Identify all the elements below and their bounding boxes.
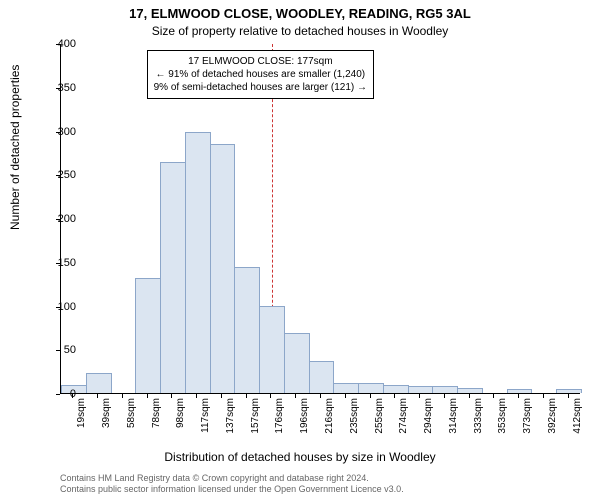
histogram-bar (284, 333, 310, 393)
plot-area: 17 ELMWOOD CLOSE: 177sqm ← 91% of detach… (60, 44, 580, 394)
x-tick-mark (469, 394, 470, 398)
x-tick-label: 78sqm (151, 398, 162, 428)
x-tick-mark (568, 394, 569, 398)
x-tick-mark (370, 394, 371, 398)
histogram-bar (333, 383, 359, 393)
x-axis-label: Distribution of detached houses by size … (0, 450, 600, 464)
annotation-line3: 9% of semi-detached houses are larger (1… (154, 81, 367, 94)
histogram-bar (259, 306, 285, 393)
chart-title-line1: 17, ELMWOOD CLOSE, WOODLEY, READING, RG5… (0, 6, 600, 21)
histogram-bar (135, 278, 161, 393)
x-tick-label: 39sqm (101, 398, 112, 428)
histogram-bar (383, 385, 409, 393)
histogram-bar (86, 373, 112, 393)
x-tick-mark (295, 394, 296, 398)
x-tick-label: 314sqm (448, 398, 459, 434)
y-tick-mark (56, 307, 60, 308)
x-tick-mark (122, 394, 123, 398)
histogram-bar (556, 389, 582, 393)
x-tick-mark (147, 394, 148, 398)
y-axis-label: Number of detached properties (8, 65, 22, 230)
x-tick-mark (270, 394, 271, 398)
histogram-bar (309, 361, 335, 393)
annotation-line2: ← 91% of detached houses are smaller (1,… (154, 68, 367, 81)
chart-container: 17, ELMWOOD CLOSE, WOODLEY, READING, RG5… (0, 0, 600, 500)
attribution-line1: Contains HM Land Registry data © Crown c… (60, 473, 590, 485)
y-tick-mark (56, 88, 60, 89)
x-tick-mark (97, 394, 98, 398)
y-tick-mark (56, 219, 60, 220)
y-tick-mark (56, 175, 60, 176)
histogram-bar (457, 388, 483, 393)
x-tick-label: 353sqm (497, 398, 508, 434)
histogram-bar (432, 386, 458, 393)
x-tick-mark (543, 394, 544, 398)
x-tick-label: 58sqm (126, 398, 137, 428)
y-tick-mark (56, 263, 60, 264)
histogram-bar (210, 144, 236, 393)
x-tick-mark (196, 394, 197, 398)
x-tick-label: 333sqm (473, 398, 484, 434)
x-tick-mark (246, 394, 247, 398)
histogram-bar (160, 162, 186, 393)
attribution-text: Contains HM Land Registry data © Crown c… (60, 473, 590, 496)
chart-title-line2: Size of property relative to detached ho… (0, 24, 600, 38)
y-tick-mark (56, 132, 60, 133)
x-tick-label: 373sqm (522, 398, 533, 434)
x-tick-label: 176sqm (274, 398, 285, 434)
y-tick-mark (56, 44, 60, 45)
y-tick-mark (56, 394, 60, 395)
x-tick-mark (345, 394, 346, 398)
x-tick-mark (320, 394, 321, 398)
histogram-bar (358, 383, 384, 393)
attribution-line2: Contains public sector information licen… (60, 484, 590, 496)
x-tick-mark (72, 394, 73, 398)
x-tick-label: 294sqm (423, 398, 434, 434)
x-tick-label: 412sqm (572, 398, 583, 434)
x-tick-label: 117sqm (200, 398, 211, 433)
annotation-line1: 17 ELMWOOD CLOSE: 177sqm (154, 55, 367, 68)
histogram-bar (234, 267, 260, 393)
x-tick-mark (444, 394, 445, 398)
x-tick-label: 98sqm (175, 398, 186, 428)
x-tick-mark (493, 394, 494, 398)
x-tick-label: 157sqm (250, 398, 261, 434)
x-tick-mark (221, 394, 222, 398)
x-tick-mark (518, 394, 519, 398)
x-tick-mark (171, 394, 172, 398)
x-tick-label: 137sqm (225, 398, 236, 434)
histogram-bar (507, 389, 533, 394)
annotation-box: 17 ELMWOOD CLOSE: 177sqm ← 91% of detach… (147, 50, 374, 99)
x-tick-label: 235sqm (349, 398, 360, 434)
x-tick-label: 255sqm (374, 398, 385, 434)
histogram-bar (185, 132, 211, 393)
x-tick-label: 19sqm (76, 398, 87, 428)
x-tick-label: 274sqm (398, 398, 409, 434)
histogram-bar (408, 386, 434, 393)
y-tick-mark (56, 350, 60, 351)
x-tick-label: 196sqm (299, 398, 310, 434)
x-tick-mark (394, 394, 395, 398)
x-tick-label: 216sqm (324, 398, 335, 434)
x-tick-mark (419, 394, 420, 398)
x-tick-label: 392sqm (547, 398, 558, 434)
